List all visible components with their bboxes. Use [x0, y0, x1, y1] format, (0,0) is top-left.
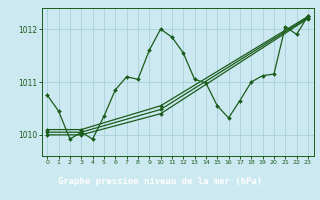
Text: Graphe pression niveau de la mer (hPa): Graphe pression niveau de la mer (hPa) — [58, 178, 262, 186]
